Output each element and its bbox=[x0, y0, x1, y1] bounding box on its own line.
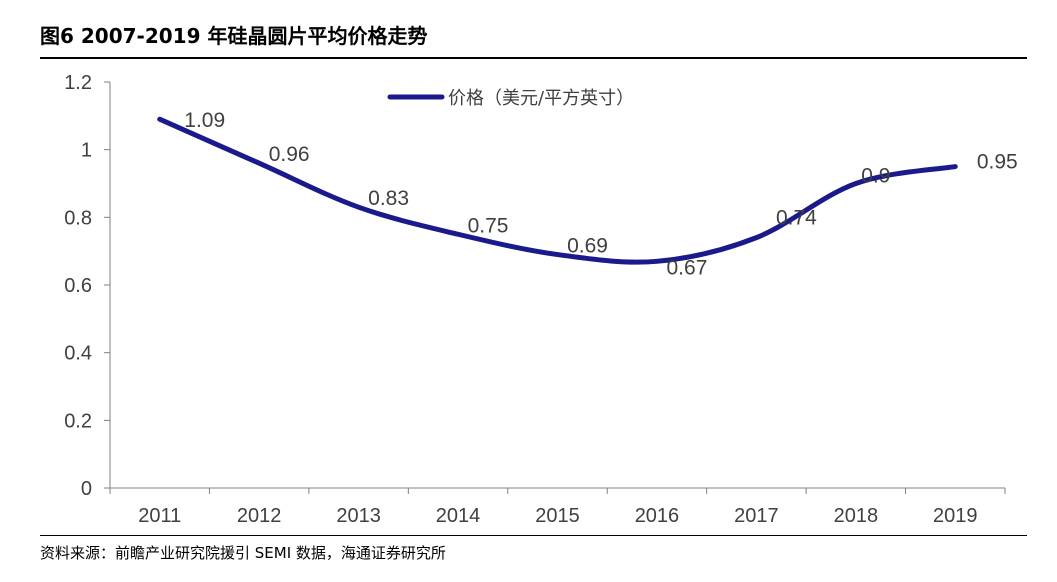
data-label: 1.09 bbox=[184, 109, 225, 132]
y-tick-label: 0.6 bbox=[64, 275, 92, 297]
bottom-rule bbox=[40, 535, 1027, 536]
source-note: 资料来源：前瞻产业研究院援引 SEMI 数据，海通证券研究所 bbox=[40, 544, 446, 562]
x-axis: 2011 2012 2013 2014 2015 2016 2017 2018 2019 bbox=[109, 487, 1006, 527]
top-rule bbox=[40, 57, 1027, 59]
y-tick-label: 1 bbox=[81, 140, 92, 162]
figure-title: 图6 2007-2019 年硅晶圆片平均价格走势 bbox=[40, 24, 428, 48]
y-tick-label: 0.2 bbox=[64, 410, 92, 432]
x-tick-label: 2018 bbox=[834, 505, 879, 527]
y-axis: 0 0.2 0.4 0.6 0.8 1 1.2 bbox=[64, 72, 111, 500]
data-label: 0.96 bbox=[269, 143, 310, 166]
data-label: 0.9 bbox=[861, 165, 890, 188]
y-tick-label: 0 bbox=[81, 478, 92, 500]
data-label: 0.95 bbox=[977, 151, 1018, 174]
data-label: 0.83 bbox=[368, 187, 409, 210]
x-tick-label: 2012 bbox=[237, 505, 282, 527]
y-tick-label: 0.8 bbox=[64, 207, 92, 229]
x-tick-label: 2015 bbox=[535, 505, 580, 527]
x-tick-label: 2016 bbox=[635, 505, 680, 527]
x-tick-label: 2014 bbox=[436, 505, 481, 527]
data-label: 0.75 bbox=[468, 214, 509, 237]
series-group bbox=[157, 116, 958, 265]
legend: 价格（美元/平方英寸） bbox=[387, 88, 634, 109]
legend-label: 价格（美元/平方英寸） bbox=[448, 88, 634, 109]
y-tick-label: 0.4 bbox=[64, 343, 92, 365]
data-label: 0.67 bbox=[667, 256, 708, 279]
y-tick-label: 1.2 bbox=[64, 72, 92, 94]
x-tick-label: 2013 bbox=[336, 505, 381, 527]
data-label: 0.74 bbox=[776, 207, 817, 230]
x-tick-label: 2017 bbox=[734, 505, 779, 527]
x-tick-label: 2011 bbox=[138, 505, 181, 527]
data-label: 0.69 bbox=[567, 235, 608, 258]
price-series-line bbox=[157, 116, 958, 265]
x-tick-label: 2019 bbox=[933, 505, 978, 527]
data-labels: 1.09 0.96 0.83 0.75 0.69 0.67 0.74 0.9 0.95 bbox=[184, 109, 1017, 279]
